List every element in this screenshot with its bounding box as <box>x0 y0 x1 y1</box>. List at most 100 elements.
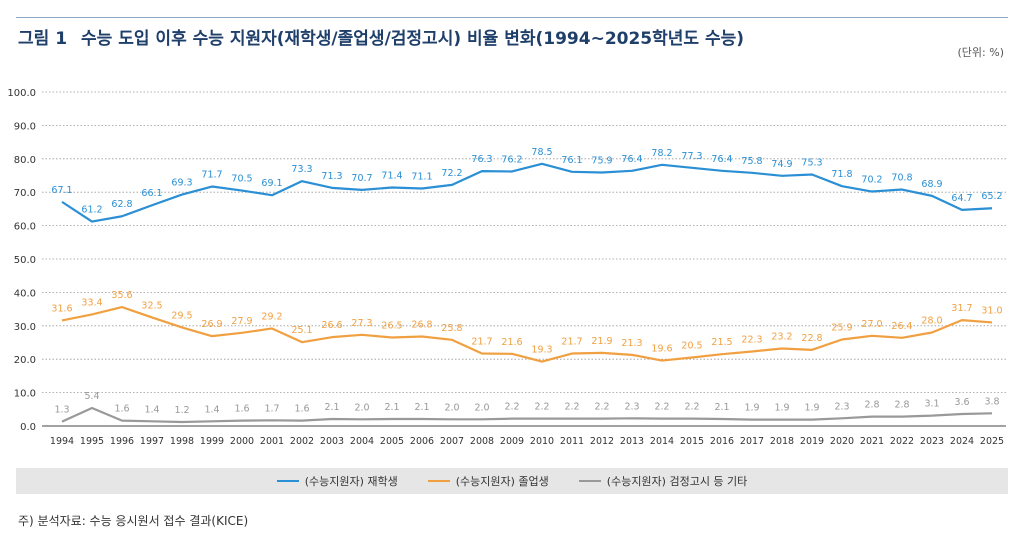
data-label-enrolled: 70.2 <box>861 175 882 186</box>
y-tick-label: 40.0 <box>14 288 36 299</box>
data-label-others: 1.7 <box>264 403 279 414</box>
data-label-graduates: 21.7 <box>471 337 492 348</box>
data-label-graduates: 32.5 <box>141 300 162 311</box>
data-label-graduates: 31.0 <box>981 305 1002 316</box>
data-label-others: 2.0 <box>444 402 459 413</box>
x-tick-label: 1998 <box>170 436 194 447</box>
x-tick-label: 2001 <box>260 436 284 447</box>
x-tick-label: 1995 <box>80 436 104 447</box>
x-tick-label: 2025 <box>980 436 1004 447</box>
data-label-enrolled: 71.7 <box>201 170 222 181</box>
x-tick-label: 2007 <box>440 436 464 447</box>
x-tick-label: 2023 <box>920 436 944 447</box>
y-tick-label: 60.0 <box>14 222 36 233</box>
data-label-others: 3.1 <box>924 399 939 410</box>
data-label-graduates: 19.6 <box>651 344 672 355</box>
data-label-graduates: 35.6 <box>111 290 132 301</box>
data-label-enrolled: 71.4 <box>381 171 402 182</box>
data-label-enrolled: 76.2 <box>501 154 522 165</box>
data-label-others: 2.8 <box>894 400 909 411</box>
data-label-graduates: 20.5 <box>681 341 702 352</box>
data-label-graduates: 29.5 <box>171 310 192 321</box>
x-tick-label: 2016 <box>710 436 734 447</box>
data-label-others: 3.6 <box>954 397 969 408</box>
x-tick-label: 1994 <box>50 436 74 447</box>
data-label-enrolled: 76.4 <box>711 154 732 165</box>
data-label-others: 1.4 <box>144 404 159 415</box>
x-tick-label: 2006 <box>410 436 434 447</box>
data-label-others: 2.1 <box>714 402 729 413</box>
data-label-graduates: 27.0 <box>861 319 882 330</box>
data-label-others: 2.2 <box>594 402 609 413</box>
data-label-others: 2.0 <box>474 402 489 413</box>
data-label-others: 1.9 <box>774 403 789 414</box>
data-label-graduates: 19.3 <box>531 345 552 356</box>
data-label-graduates: 27.3 <box>351 318 372 329</box>
data-label-enrolled: 71.3 <box>321 171 342 182</box>
x-tick-label: 2000 <box>230 436 254 447</box>
data-label-graduates: 33.4 <box>81 297 102 308</box>
y-tick-label: 100.0 <box>7 88 36 99</box>
x-tick-label: 2024 <box>950 436 974 447</box>
legend-label-enrolled: (수능지원자) 재학생 <box>304 475 398 488</box>
data-label-enrolled: 77.3 <box>681 151 702 162</box>
x-tick-label: 2019 <box>800 436 824 447</box>
data-label-graduates: 28.0 <box>921 315 942 326</box>
x-tick-label: 2010 <box>530 436 554 447</box>
y-tick-label: 80.0 <box>14 155 36 166</box>
data-label-enrolled: 76.4 <box>621 154 642 165</box>
data-label-enrolled: 74.9 <box>771 159 792 170</box>
figure-label: 그림 1 <box>18 29 68 49</box>
data-label-others: 2.8 <box>864 400 879 411</box>
data-label-enrolled: 68.9 <box>921 179 942 190</box>
y-tick-label: 30.0 <box>14 322 36 333</box>
x-tick-label: 2011 <box>560 436 584 447</box>
data-label-enrolled: 70.7 <box>351 173 372 184</box>
data-label-others: 2.3 <box>624 401 639 412</box>
data-label-others: 1.6 <box>114 404 129 415</box>
source-note: 주) 분석자료: 수능 응시원서 접수 결과(KICE) <box>18 514 249 528</box>
data-label-others: 1.6 <box>294 404 309 415</box>
data-label-others: 3.8 <box>984 396 999 407</box>
data-label-graduates: 25.8 <box>441 323 462 334</box>
data-label-enrolled: 65.2 <box>981 191 1002 202</box>
legend-item-others: (수능지원자) 검정고시 등 기타 <box>578 473 747 489</box>
y-tick-label: 0.0 <box>20 422 36 433</box>
data-label-graduates: 22.8 <box>801 333 822 344</box>
x-tick-label: 2012 <box>590 436 614 447</box>
data-label-graduates: 25.1 <box>291 325 312 336</box>
x-tick-label: 2002 <box>290 436 314 447</box>
data-label-enrolled: 69.1 <box>261 178 282 189</box>
data-label-enrolled: 76.3 <box>471 154 492 165</box>
data-label-enrolled: 66.1 <box>141 188 162 199</box>
data-label-graduates: 26.8 <box>411 319 432 330</box>
x-tick-label: 2013 <box>620 436 644 447</box>
x-tick-label: 2021 <box>860 436 884 447</box>
y-tick-label: 70.0 <box>14 188 36 199</box>
data-label-graduates: 21.7 <box>561 337 582 348</box>
data-label-graduates: 26.5 <box>381 320 402 331</box>
data-label-enrolled: 71.8 <box>831 169 852 180</box>
data-label-enrolled: 67.1 <box>51 185 72 196</box>
x-tick-label: 2015 <box>680 436 704 447</box>
y-tick-label: 90.0 <box>14 121 36 132</box>
data-label-graduates: 27.9 <box>231 316 252 327</box>
data-label-others: 2.2 <box>684 402 699 413</box>
series-line-others <box>61 406 993 424</box>
y-tick-label: 10.0 <box>14 389 36 400</box>
data-label-others: 2.1 <box>324 402 339 413</box>
legend-item-graduates: (수능지원자) 졸업생 <box>427 473 549 489</box>
data-label-others: 1.6 <box>234 404 249 415</box>
data-label-others: 2.3 <box>834 401 849 412</box>
data-label-others: 1.4 <box>204 404 219 415</box>
data-label-enrolled: 70.5 <box>231 174 252 185</box>
data-label-others: 2.1 <box>384 402 399 413</box>
x-tick-label: 2020 <box>830 436 854 447</box>
data-label-others: 2.0 <box>354 402 369 413</box>
series-line-graduates <box>61 305 993 363</box>
line-chart: 0.0 10.0 20.0 30.0 40.0 50.0 60.0 70.0 80.0 90.0 1… <box>7 88 1006 447</box>
data-label-enrolled: 62.8 <box>111 199 132 210</box>
data-label-enrolled: 72.2 <box>441 168 462 179</box>
unit-label: (단위: %) <box>957 46 1004 59</box>
data-label-others: 2.2 <box>564 402 579 413</box>
